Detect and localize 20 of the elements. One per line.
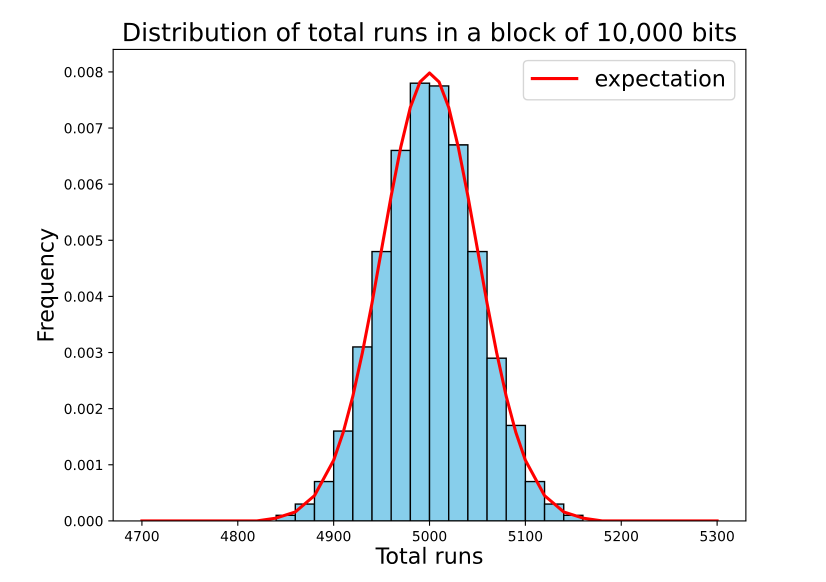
x-tick-label: 4700: [124, 530, 159, 542]
x-tick-label: 5200: [604, 530, 638, 542]
y-tick-label: 0.000: [64, 516, 103, 526]
y-tick-label: 0.008: [64, 66, 102, 78]
chart-title: Distribution of total runs in a block of 10,000 bits: [124, 22, 736, 44]
x-axis-title: Total runs: [376, 546, 482, 564]
x-tick-label: 5000: [412, 530, 446, 542]
x-tick-label: 4800: [220, 530, 255, 542]
y-axis-title: Frequency: [37, 228, 58, 340]
y-tick-label: 0.002: [64, 404, 102, 414]
x-tick-label: 5100: [508, 530, 542, 542]
legend-label: expectation: [596, 69, 724, 91]
y-tick-label: 0.004: [64, 291, 103, 302]
x-tick-label: 5300: [700, 530, 734, 542]
y-tick-label: 0.006: [64, 179, 103, 190]
y-tick-label: 0.001: [64, 460, 102, 470]
y-tick-label: 0.007: [64, 123, 102, 134]
x-tick-label: 4900: [316, 530, 350, 542]
y-tick-label: 0.003: [64, 347, 102, 358]
y-tick-label: 0.005: [64, 235, 102, 246]
